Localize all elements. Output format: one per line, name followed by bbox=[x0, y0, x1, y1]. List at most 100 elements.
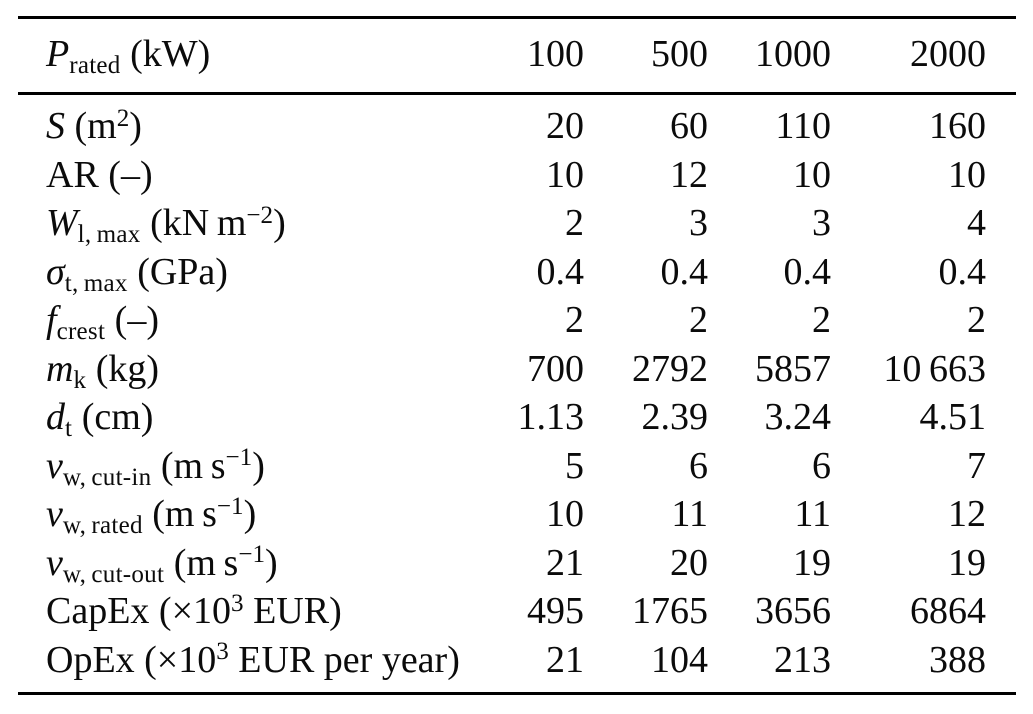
cell-value: 2 bbox=[812, 299, 831, 342]
cell-value: 1765 bbox=[632, 590, 708, 633]
superscript-text: −1 bbox=[216, 492, 244, 520]
label-text: (kW) bbox=[120, 33, 211, 75]
cell-value: 2 bbox=[565, 299, 584, 342]
cell-value: 11 bbox=[671, 493, 708, 536]
cell-value: 12 bbox=[670, 153, 708, 196]
cell-value: 21 bbox=[546, 541, 584, 584]
cell-value: 6864 bbox=[910, 590, 986, 633]
cell-value: 110 bbox=[775, 105, 831, 148]
cell-value: 19 bbox=[948, 541, 986, 584]
row-label: S (m2) bbox=[18, 94, 457, 151]
table-row: fcrest (–) 2 2 2 2 bbox=[18, 296, 1016, 345]
cell-value: 10 bbox=[948, 153, 986, 196]
cell-value: 10 bbox=[546, 153, 584, 196]
row-label: σt, max (GPa) bbox=[18, 248, 457, 297]
table-row: Wl, max (kN m−2) 2 3 3 4 bbox=[18, 199, 1016, 248]
symbol-italic: v bbox=[46, 444, 63, 487]
superscript-text: 3 bbox=[216, 638, 229, 666]
cell-value: 104 bbox=[651, 638, 708, 681]
label-text: (GPa) bbox=[127, 250, 228, 293]
symbol-italic: f bbox=[46, 299, 57, 342]
subscript-text: w, cut-out bbox=[62, 560, 165, 588]
cell-value: 1.13 bbox=[517, 396, 585, 439]
cell-value: 6 bbox=[689, 444, 708, 487]
table-row: CapEx (×103 EUR) 495 1765 3656 6864 bbox=[18, 587, 1016, 636]
cell-value: 0.4 bbox=[536, 250, 585, 293]
label-text: (kN m bbox=[140, 202, 247, 245]
symbol-italic: d bbox=[46, 396, 65, 439]
label-text: ) bbox=[243, 493, 257, 536]
table-header-row: Prated (kW) 100 500 1000 2000 bbox=[18, 19, 1016, 95]
cell-value: 3.24 bbox=[764, 396, 832, 439]
cell-value: 10 bbox=[793, 153, 831, 196]
column-header-value: 2000 bbox=[831, 19, 1016, 95]
subscript-text: crest bbox=[56, 318, 106, 346]
cell-value: 12 bbox=[948, 493, 986, 536]
parameters-table-grid: Prated (kW) 100 500 1000 2000 S (m2) 20 60 110 1… bbox=[18, 19, 1016, 684]
superscript-text: 3 bbox=[231, 589, 244, 617]
symbol-italic: W bbox=[46, 202, 78, 245]
row-label: OpEx (×103 EUR per year) bbox=[18, 636, 460, 685]
label-text: (m s bbox=[142, 493, 217, 536]
label-text: ) bbox=[129, 105, 142, 148]
cell-value: 11 bbox=[794, 493, 831, 536]
label-text: (–) bbox=[105, 299, 159, 342]
cell-value: 5857 bbox=[755, 347, 831, 390]
label-text: ) bbox=[265, 541, 278, 584]
superscript-text: −1 bbox=[238, 541, 265, 569]
cell-value: 2.39 bbox=[641, 396, 709, 439]
cell-value: 6 bbox=[812, 444, 831, 487]
subscript-text: l, max bbox=[77, 221, 141, 249]
cell-value: 4 bbox=[967, 202, 986, 245]
label-text: EUR) bbox=[243, 590, 342, 633]
cell-value: 20 bbox=[670, 541, 708, 584]
header-label: Prated (kW) bbox=[18, 19, 457, 95]
row-label: CapEx (×103 EUR) bbox=[18, 587, 457, 636]
symbol-italic: v bbox=[46, 541, 63, 584]
label-text: ) bbox=[252, 444, 265, 487]
column-header-value: 1000 bbox=[708, 19, 831, 95]
cell-value: 60 bbox=[670, 105, 708, 148]
table-row: vw, cut-out (m s−1) 21 20 19 19 bbox=[18, 539, 1016, 588]
label-text: (m bbox=[65, 105, 117, 148]
row-label: mk (kg) bbox=[18, 345, 457, 394]
symbol-italic: P bbox=[46, 33, 70, 75]
cell-value: 2 bbox=[689, 299, 708, 342]
cell-value: 2 bbox=[565, 202, 584, 245]
cell-value: 19 bbox=[793, 541, 831, 584]
label-text: (m s bbox=[164, 541, 239, 584]
table-row: σt, max (GPa) 0.4 0.4 0.4 0.4 bbox=[18, 248, 1016, 297]
cell-value: 2792 bbox=[632, 347, 708, 390]
label-text: OpEx (×10 bbox=[46, 638, 217, 681]
cell-value: 388 bbox=[929, 638, 986, 681]
row-label: Wl, max (kN m−2) bbox=[18, 199, 457, 248]
superscript-text: 2 bbox=[116, 104, 130, 132]
table-row: S (m2) 20 60 110 160 bbox=[18, 94, 1016, 151]
table-head: Prated (kW) 100 500 1000 2000 bbox=[18, 19, 1016, 95]
subscript-text: w, cut-in bbox=[62, 463, 152, 491]
cell-value: 7 bbox=[967, 444, 986, 487]
row-label: vw, cut-out (m s−1) bbox=[18, 539, 457, 588]
cell-value: 495 bbox=[527, 590, 584, 633]
table-row: vw, rated (m s−1) 10 11 11 12 bbox=[18, 490, 1016, 539]
cell-value: 10 663 bbox=[883, 347, 986, 390]
cell-value: 5 bbox=[565, 444, 584, 487]
subscript-text: t bbox=[65, 415, 73, 443]
cell-value: 700 bbox=[527, 347, 584, 390]
cell-value: 3 bbox=[689, 202, 708, 245]
cell-value: 0.4 bbox=[660, 250, 709, 293]
symbol-italic: v bbox=[46, 493, 63, 536]
table-row: AR (–) 10 12 10 10 bbox=[18, 151, 1016, 200]
table-row: dt (cm) 1.13 2.39 3.24 4.51 bbox=[18, 393, 1016, 442]
label-text: (m s bbox=[151, 444, 226, 487]
parameters-table: Prated (kW) 100 500 1000 2000 S (m2) 20 60 110 1… bbox=[18, 16, 1016, 695]
row-label: vw, rated (m s−1) bbox=[18, 490, 457, 539]
cell-value: 21 bbox=[546, 638, 584, 681]
label-text: AR (–) bbox=[46, 153, 153, 196]
cell-value: 20 bbox=[546, 105, 584, 148]
label-text: (kg) bbox=[86, 347, 160, 390]
label-text: EUR per year) bbox=[228, 638, 460, 681]
subscript-text: t, max bbox=[64, 269, 128, 297]
label-text: (cm) bbox=[72, 396, 154, 439]
subscript-text: w, rated bbox=[62, 512, 143, 540]
